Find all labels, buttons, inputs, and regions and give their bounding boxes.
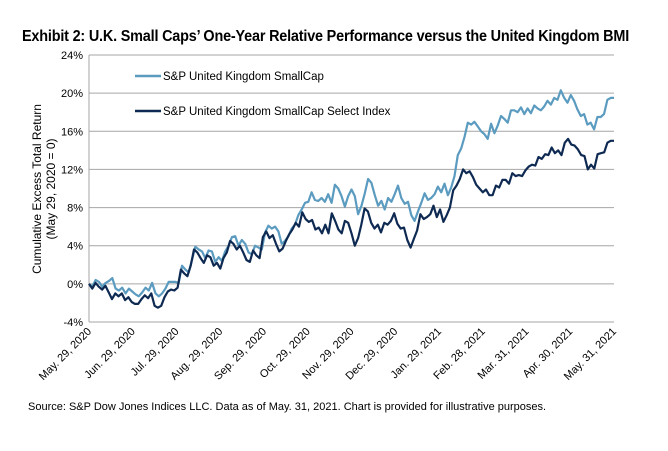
legend-label: S&P United Kingdom SmallCap Select Index [163, 106, 391, 118]
legend: S&P United Kingdom SmallCap S&P United Ki… [135, 71, 391, 118]
y-axis-label-line-2: (May 29, 2020 = 0) [44, 138, 58, 239]
series-line-2 [88, 137, 614, 309]
source-note: Source: S&P Dow Jones Indices LLC. Data … [28, 401, 547, 413]
gridlines [88, 54, 614, 323]
y-tick-label: 12% [61, 164, 83, 176]
series-line-1 [88, 89, 614, 298]
y-tick-label: 16% [61, 126, 83, 138]
y-tick-label: 8% [67, 203, 83, 215]
chart-title: Exhibit 2: U.K. Small Caps’ One-Year Rel… [22, 28, 630, 45]
legend-label: S&P United Kingdom SmallCap [163, 71, 324, 83]
series-lines [88, 89, 614, 309]
y-tick-label: -4% [63, 317, 83, 329]
y-axis-label-line-1: Cumulative Excess Total Return [30, 104, 44, 274]
y-tick-label: 24% [61, 50, 83, 62]
y-tick-label: 0% [67, 279, 83, 291]
y-tick-label: 4% [67, 241, 83, 253]
y-tick-label: 20% [61, 88, 83, 100]
y-tick-labels: -4% 0% 4% 8% 12% 16% 20% 24% [61, 50, 83, 329]
